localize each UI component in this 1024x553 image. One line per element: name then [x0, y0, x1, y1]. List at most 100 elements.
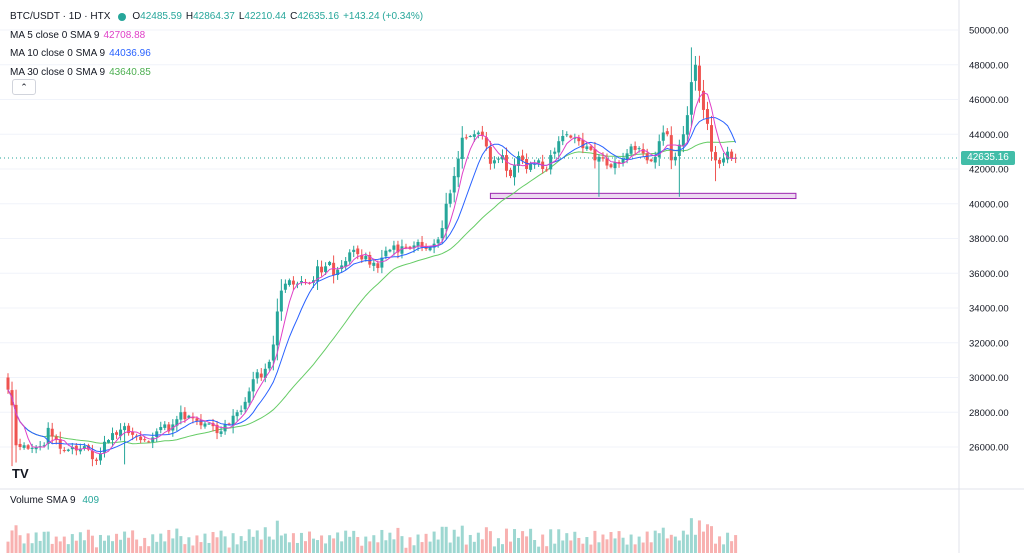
symbol-label[interactable]: BTC/USDT · 1D · HTX [10, 11, 111, 22]
ma30-line [7, 141, 736, 445]
volume-bar [597, 542, 601, 553]
volume-legend-value: 409 [82, 495, 100, 506]
volume-bar [629, 534, 633, 553]
volume-bar [420, 542, 424, 553]
volume-bar [585, 537, 589, 553]
volume-bar [392, 539, 396, 553]
volume-bar [211, 532, 215, 553]
volume-bar [50, 543, 54, 553]
candle-body [151, 437, 155, 443]
candle-body [356, 248, 360, 255]
volume-bar [179, 536, 183, 553]
candle-body [452, 175, 456, 193]
candle-body [18, 443, 22, 447]
symbol-row[interactable]: BTC/USDT · 1D · HTX O 42485.59 H 42864.37 … [10, 8, 427, 27]
volume-bar [388, 532, 392, 553]
volume-bar [303, 541, 307, 553]
candle-body [26, 445, 30, 449]
volume-bar [561, 540, 565, 553]
volume-bar [637, 536, 641, 553]
candle-body [312, 280, 316, 283]
candle-body [46, 427, 50, 444]
volume-bar [460, 525, 464, 553]
candle-body [299, 281, 303, 283]
candle-body [6, 377, 10, 390]
candle-body [247, 391, 251, 403]
ma10-path [7, 116, 737, 453]
volume-bar [472, 541, 476, 553]
candle-body [70, 447, 74, 450]
volume-bar [183, 544, 187, 553]
candle-body [436, 239, 440, 244]
volume-legend[interactable]: Volume SMA 9 409 [10, 495, 99, 506]
candle-body [444, 203, 448, 229]
candle-body [529, 163, 533, 170]
candle-body [255, 372, 259, 379]
volume-bar [444, 526, 448, 553]
candle-body [62, 450, 66, 452]
candle-body [167, 424, 171, 432]
indicator-ma10-value: 44036.96 [109, 48, 151, 59]
volume-bar [488, 531, 492, 553]
candle-body [657, 141, 661, 158]
volume-bar [54, 536, 58, 553]
price-axis[interactable]: 26000.00 28000.00 30000.00 32000.00 34000.00… [969, 26, 1009, 454]
candle-body [115, 432, 119, 435]
volume-bar [34, 532, 38, 553]
price-tick-label: 50000.00 [969, 26, 1009, 37]
candle-body [476, 132, 480, 135]
volume-bar [581, 543, 585, 553]
volume-bar [484, 527, 488, 553]
volume-bar [573, 531, 577, 553]
candle-body [605, 158, 609, 166]
volume-bar [432, 531, 436, 553]
candle-body [537, 160, 541, 163]
volume-bar [529, 528, 533, 553]
indicator-ma30[interactable]: MA 30 close 0 SMA 9 43640.85 [10, 64, 427, 83]
volume-bar [243, 540, 247, 553]
volume-bar [143, 537, 147, 553]
price-tick-label: 38000.00 [969, 234, 1009, 245]
volume-bar [500, 544, 504, 553]
candle-body [227, 423, 231, 425]
candle-body [460, 137, 464, 160]
candle-body [179, 412, 183, 420]
candle-body [324, 266, 328, 272]
indicator-ma5[interactable]: MA 5 close 0 SMA 9 42708.88 [10, 27, 427, 46]
candle-body [589, 146, 593, 150]
volume-bar [279, 535, 283, 553]
volume-bar [504, 528, 508, 553]
volume-bar [673, 536, 677, 553]
candle-body [86, 445, 90, 450]
support-zone[interactable] [489, 192, 797, 200]
volume-bar [94, 547, 98, 553]
price-change: +143.24 (+0.34%) [343, 11, 424, 22]
volume-bar [730, 541, 734, 553]
candle-body [243, 401, 247, 410]
volume-bar [609, 532, 613, 553]
candle-body [734, 157, 738, 159]
candle-body [82, 446, 86, 449]
price-tick-label: 28000.00 [969, 408, 1009, 419]
volume-bar [408, 537, 412, 553]
collapse-legend-button[interactable]: ⌃ [12, 79, 36, 95]
candle-body [211, 423, 215, 427]
candle-body [155, 431, 159, 438]
candle-body [352, 249, 356, 252]
price-tick-label: 34000.00 [969, 304, 1009, 315]
volume-bar [448, 542, 452, 553]
volume-bar [147, 546, 151, 553]
volume-bar [86, 529, 90, 553]
volume-bar [452, 529, 456, 553]
volume-bar [283, 533, 287, 553]
volume-bar [661, 527, 665, 553]
tradingview-logo[interactable]: TV [12, 466, 29, 481]
candle-body [259, 373, 263, 378]
volume-bar [352, 530, 356, 553]
candle-body [279, 290, 283, 312]
candle-body [456, 158, 460, 178]
ohlc-low-key: L [238, 11, 245, 22]
volume-bar [625, 544, 629, 553]
indicator-ma10[interactable]: MA 10 close 0 SMA 9 44036.96 [10, 45, 427, 64]
